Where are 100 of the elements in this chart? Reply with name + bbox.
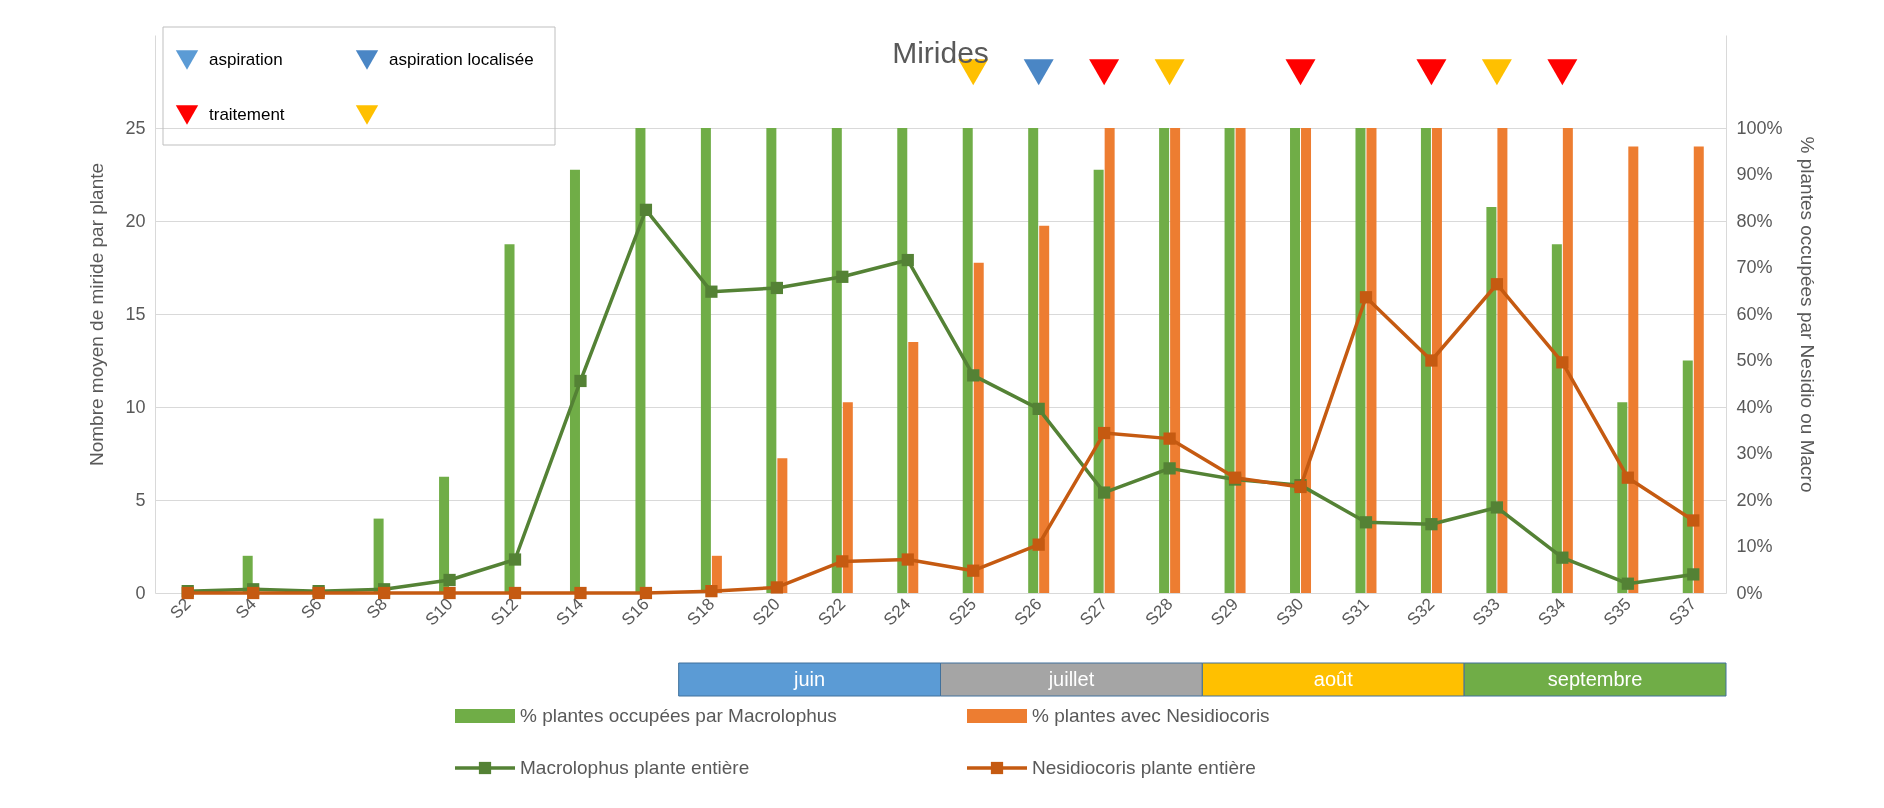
point <box>770 581 783 594</box>
point <box>1032 402 1045 415</box>
bar <box>842 402 853 593</box>
bar <box>1551 244 1562 593</box>
point <box>1556 551 1569 564</box>
x-tick-label: S29 <box>1207 594 1242 630</box>
point <box>639 203 653 216</box>
x-tick-label: S8 <box>362 594 391 623</box>
y2-tick-label: 10% <box>1736 536 1773 556</box>
bar <box>1028 128 1039 593</box>
point <box>574 586 587 600</box>
point <box>967 369 980 382</box>
y2-tick-label: 70% <box>1736 257 1773 277</box>
point <box>508 586 522 600</box>
point <box>1556 356 1569 369</box>
x-tick-label: S12 <box>487 594 522 630</box>
x-tick-label: S2 <box>166 594 195 623</box>
point <box>1425 354 1438 367</box>
x-tick-label: S10 <box>421 594 457 630</box>
bar <box>1235 128 1246 593</box>
bar <box>700 128 711 593</box>
y2-tick-label: 40% <box>1736 396 1773 417</box>
bar <box>1420 128 1431 593</box>
point <box>1490 278 1504 291</box>
x-tick-label: S37 <box>1665 594 1701 630</box>
point <box>1687 568 1700 581</box>
point <box>377 586 391 600</box>
bar <box>1290 128 1301 593</box>
bar <box>1159 128 1170 593</box>
legend-label: Nesidiocoris plante entière <box>1032 757 1256 778</box>
point <box>967 564 980 577</box>
legend-label: aspiration localisée <box>389 50 534 69</box>
bar <box>1486 207 1497 593</box>
bar <box>504 244 515 593</box>
point <box>1621 577 1634 590</box>
bar <box>1693 146 1704 593</box>
point <box>1163 462 1176 475</box>
legend-label: aspiration <box>209 50 283 69</box>
bar <box>1093 169 1104 593</box>
legend-label: traitement <box>209 105 285 124</box>
y2-tick-label: 0% <box>1736 582 1763 603</box>
legend-label: % plantes occupées par Macrolophus <box>520 705 837 726</box>
y-tick-label: 15 <box>125 303 146 324</box>
y2-axis-title: % plantes occupées par Nesidio ou Macro <box>1796 136 1818 493</box>
y2-tick-label: 50% <box>1736 350 1773 370</box>
y2-tick-label: 90% <box>1736 164 1773 184</box>
bar <box>908 341 919 593</box>
y-axis-title: Nombre moyen de miride par plante <box>86 162 108 467</box>
point <box>836 555 849 568</box>
text: août <box>1313 668 1354 690</box>
point <box>1098 426 1111 440</box>
point <box>1490 501 1504 514</box>
bar <box>1170 128 1181 593</box>
point <box>1621 471 1634 484</box>
bar <box>1039 225 1050 593</box>
point <box>1163 432 1176 445</box>
text: juillet <box>1047 668 1095 690</box>
x-tick-label: S18 <box>683 594 719 630</box>
bar <box>1301 128 1312 593</box>
y-tick-label: 25 <box>125 117 146 138</box>
point <box>705 585 718 598</box>
x-tick-label: S31 <box>1338 594 1373 630</box>
point <box>443 573 456 587</box>
x-tick-label: S28 <box>1141 594 1177 630</box>
point <box>1359 291 1373 304</box>
bar <box>766 128 777 593</box>
x-tick-label: S14 <box>552 594 588 630</box>
point <box>247 586 260 600</box>
point <box>770 281 783 295</box>
x-tick-label: S34 <box>1534 594 1570 630</box>
bar <box>1682 360 1693 593</box>
point <box>574 374 587 388</box>
y2-tick-label: 20% <box>1736 489 1773 510</box>
point <box>901 253 914 267</box>
x-tick-label: S4 <box>231 594 261 623</box>
x-tick-label: S30 <box>1272 594 1308 630</box>
bar <box>1628 146 1639 593</box>
bar <box>1104 128 1115 593</box>
bar <box>1431 128 1442 593</box>
point <box>1687 514 1700 527</box>
bar <box>1366 128 1377 593</box>
point <box>1359 516 1373 529</box>
bar <box>777 458 788 593</box>
bar <box>831 128 842 593</box>
chart-title: Mirides <box>892 35 989 69</box>
y2-tick-label: 60% <box>1736 303 1773 324</box>
x-tick-label: S27 <box>1076 594 1112 630</box>
point <box>1425 518 1438 531</box>
text: juin <box>793 668 826 690</box>
y2-tick-label: 30% <box>1736 443 1773 463</box>
bar <box>962 128 973 593</box>
x-tick-label: S26 <box>1010 594 1046 630</box>
point <box>639 586 653 600</box>
bar <box>897 128 908 593</box>
bar <box>1497 128 1508 593</box>
bar <box>635 128 646 593</box>
point <box>901 553 914 566</box>
bar <box>973 262 984 593</box>
y2-tick-label: 100% <box>1736 117 1783 138</box>
x-tick-label: S35 <box>1599 594 1635 630</box>
